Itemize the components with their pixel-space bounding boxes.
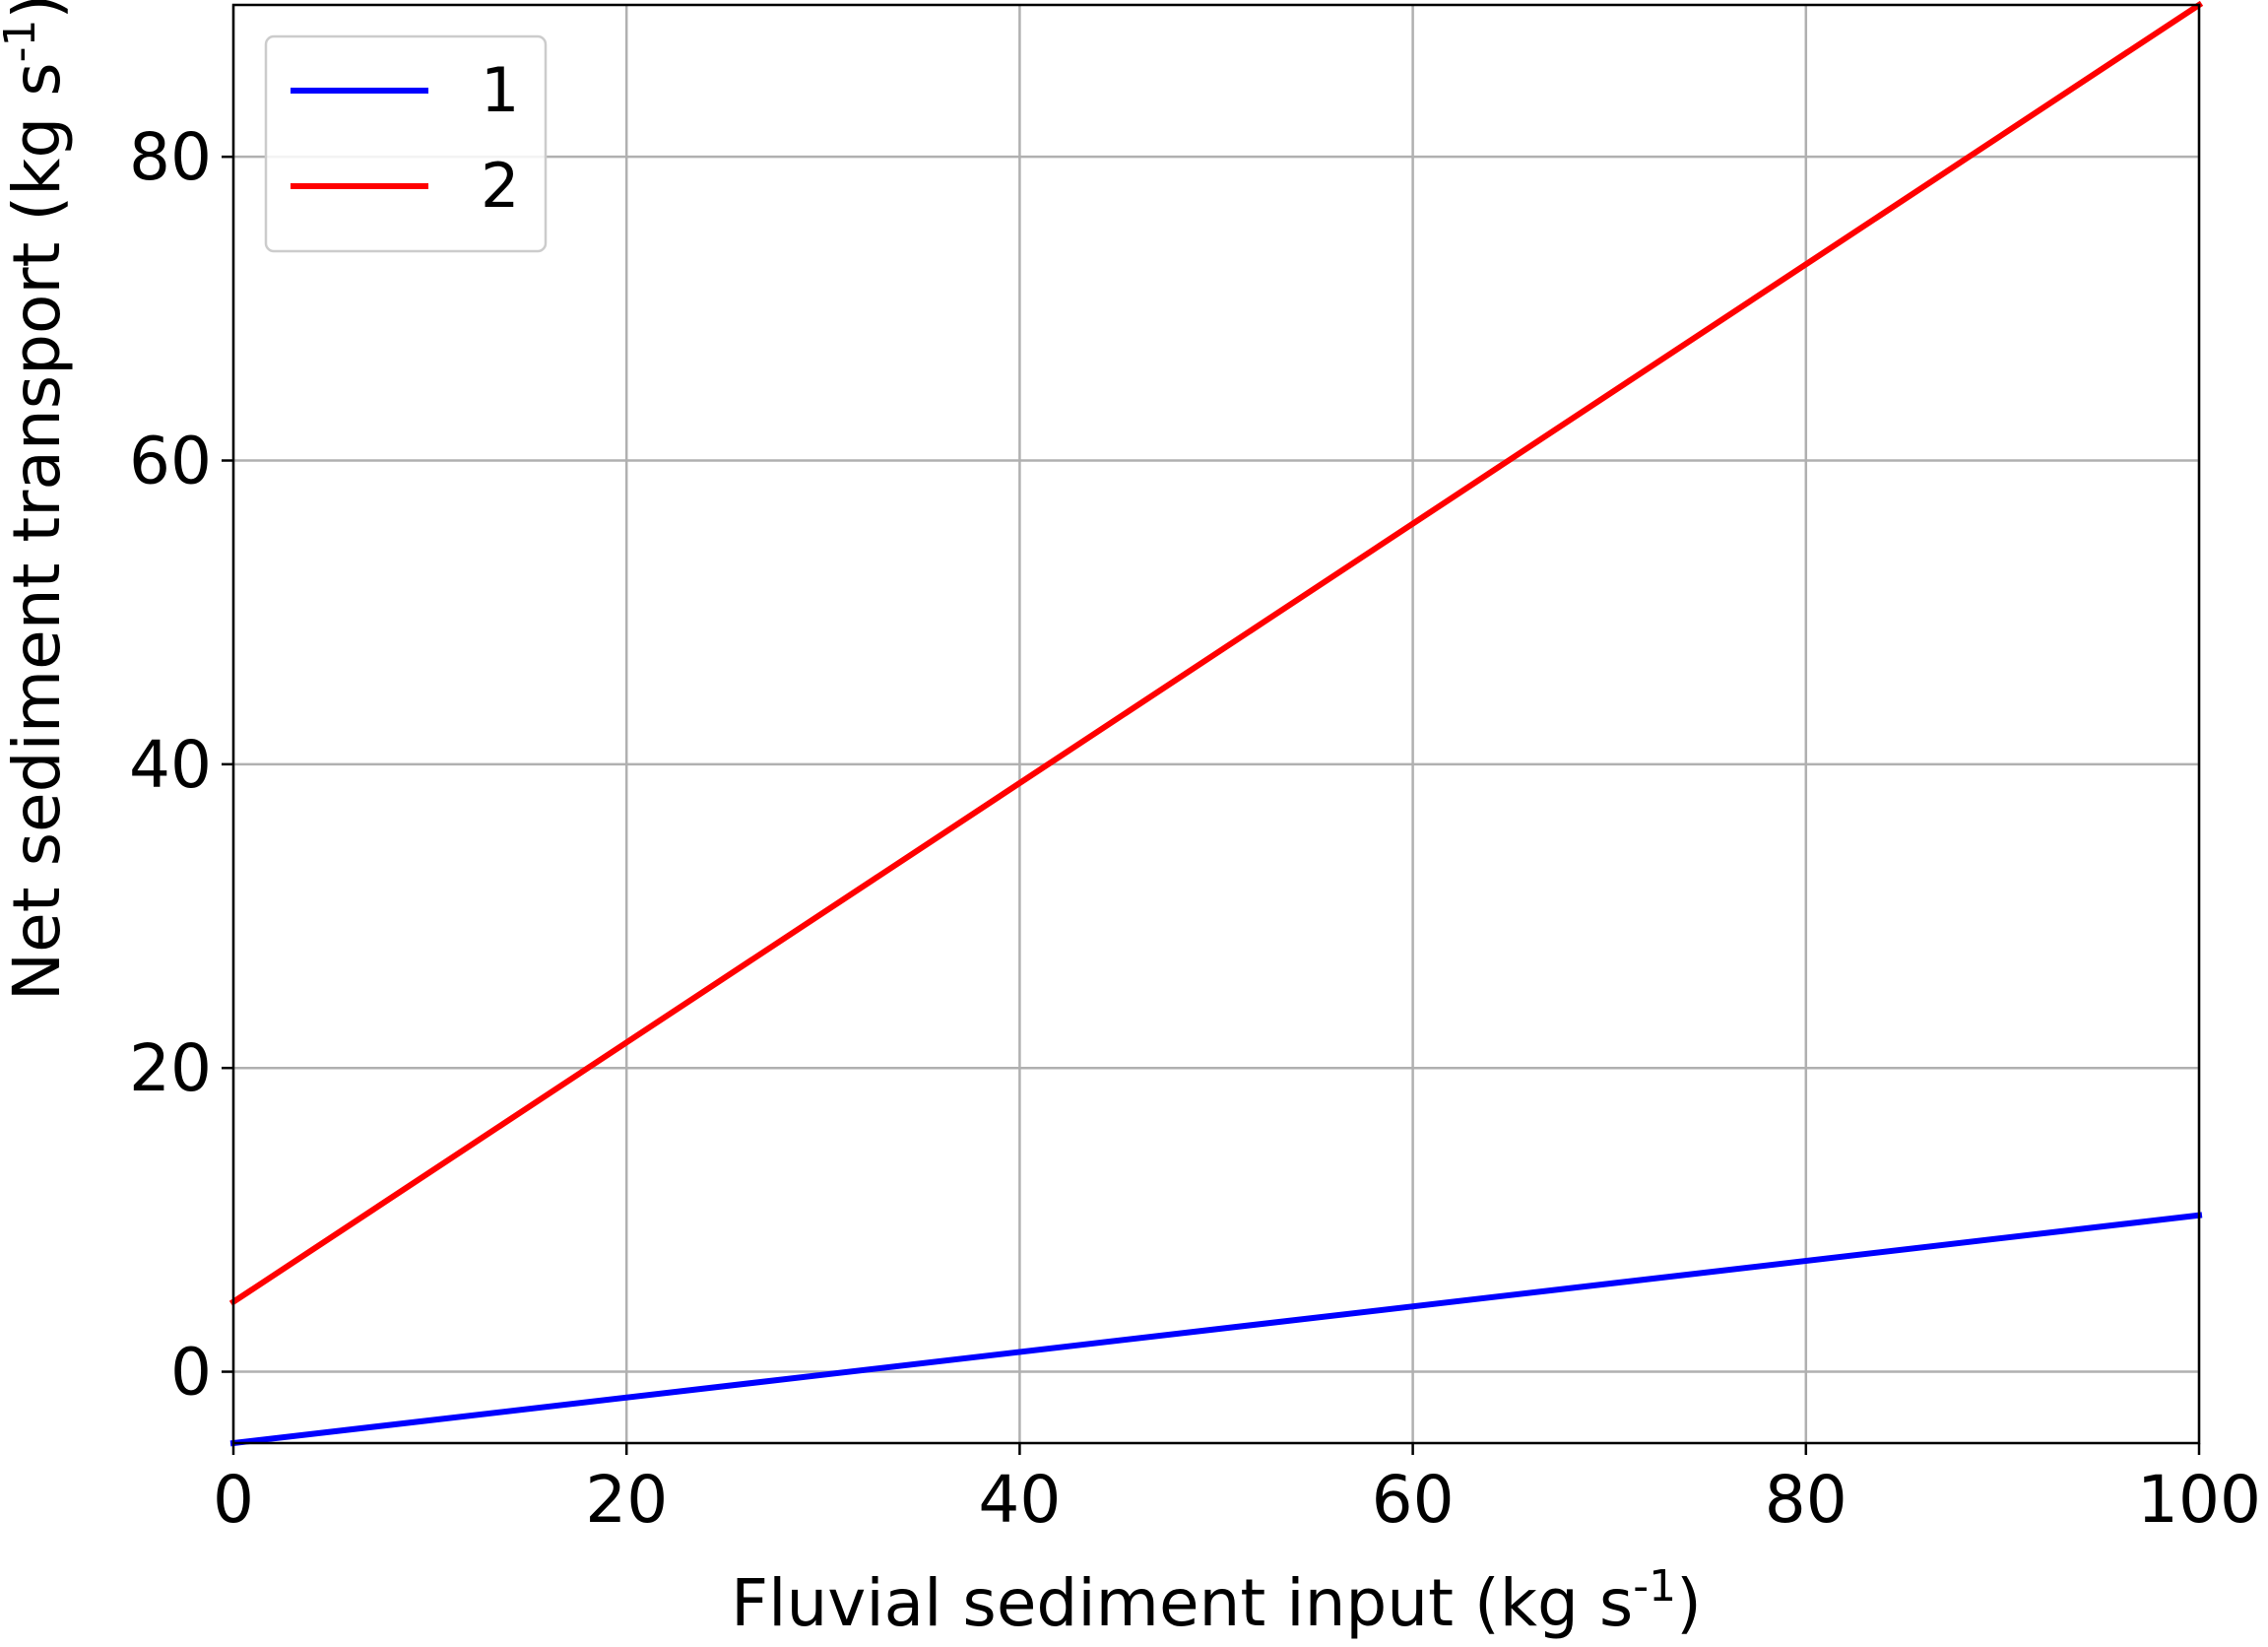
x-tick-label: 60 [1372,1462,1455,1538]
series-line-2 [228,0,2204,1306]
y-axis-label: Net sediment transport (kg s-1) [0,0,75,1001]
y-tick-label: 40 [129,727,212,803]
y-tick-label: 20 [129,1030,212,1106]
y-tick-label: 60 [129,424,212,499]
legend-label-2: 2 [481,150,519,222]
plot-frame [231,3,2201,1445]
x-tick-label: 80 [1765,1462,1847,1538]
axis-ticks: 0 20 40 60 80 100 0 20 40 60 80 [129,119,2261,1538]
y-axis-label-sup: -1 [0,20,45,63]
x-axis-label-sup: -1 [1633,1561,1676,1612]
y-axis-label-close: ) [0,0,75,20]
x-tick-label: 100 [2137,1462,2261,1538]
x-axis-label: Fluvial sediment input (kg s-1) [731,1561,1702,1642]
y-tick-label: 0 [170,1335,212,1411]
series-line-1 [229,1212,2203,1447]
y-tick-label: 80 [129,119,212,195]
x-tick-label: 0 [213,1462,254,1538]
series-lines [228,0,2204,1447]
x-axis-label-main: Fluvial sediment input (kg s [731,1565,1633,1641]
legend-label-1: 1 [481,54,519,126]
x-axis-label-close: ) [1676,1565,1702,1641]
x-tick-label: 40 [978,1462,1061,1538]
legend: 12 [264,34,548,253]
x-tick-label: 20 [585,1462,668,1538]
y-axis-label-main: Net sediment transport (kg s [0,62,75,1001]
